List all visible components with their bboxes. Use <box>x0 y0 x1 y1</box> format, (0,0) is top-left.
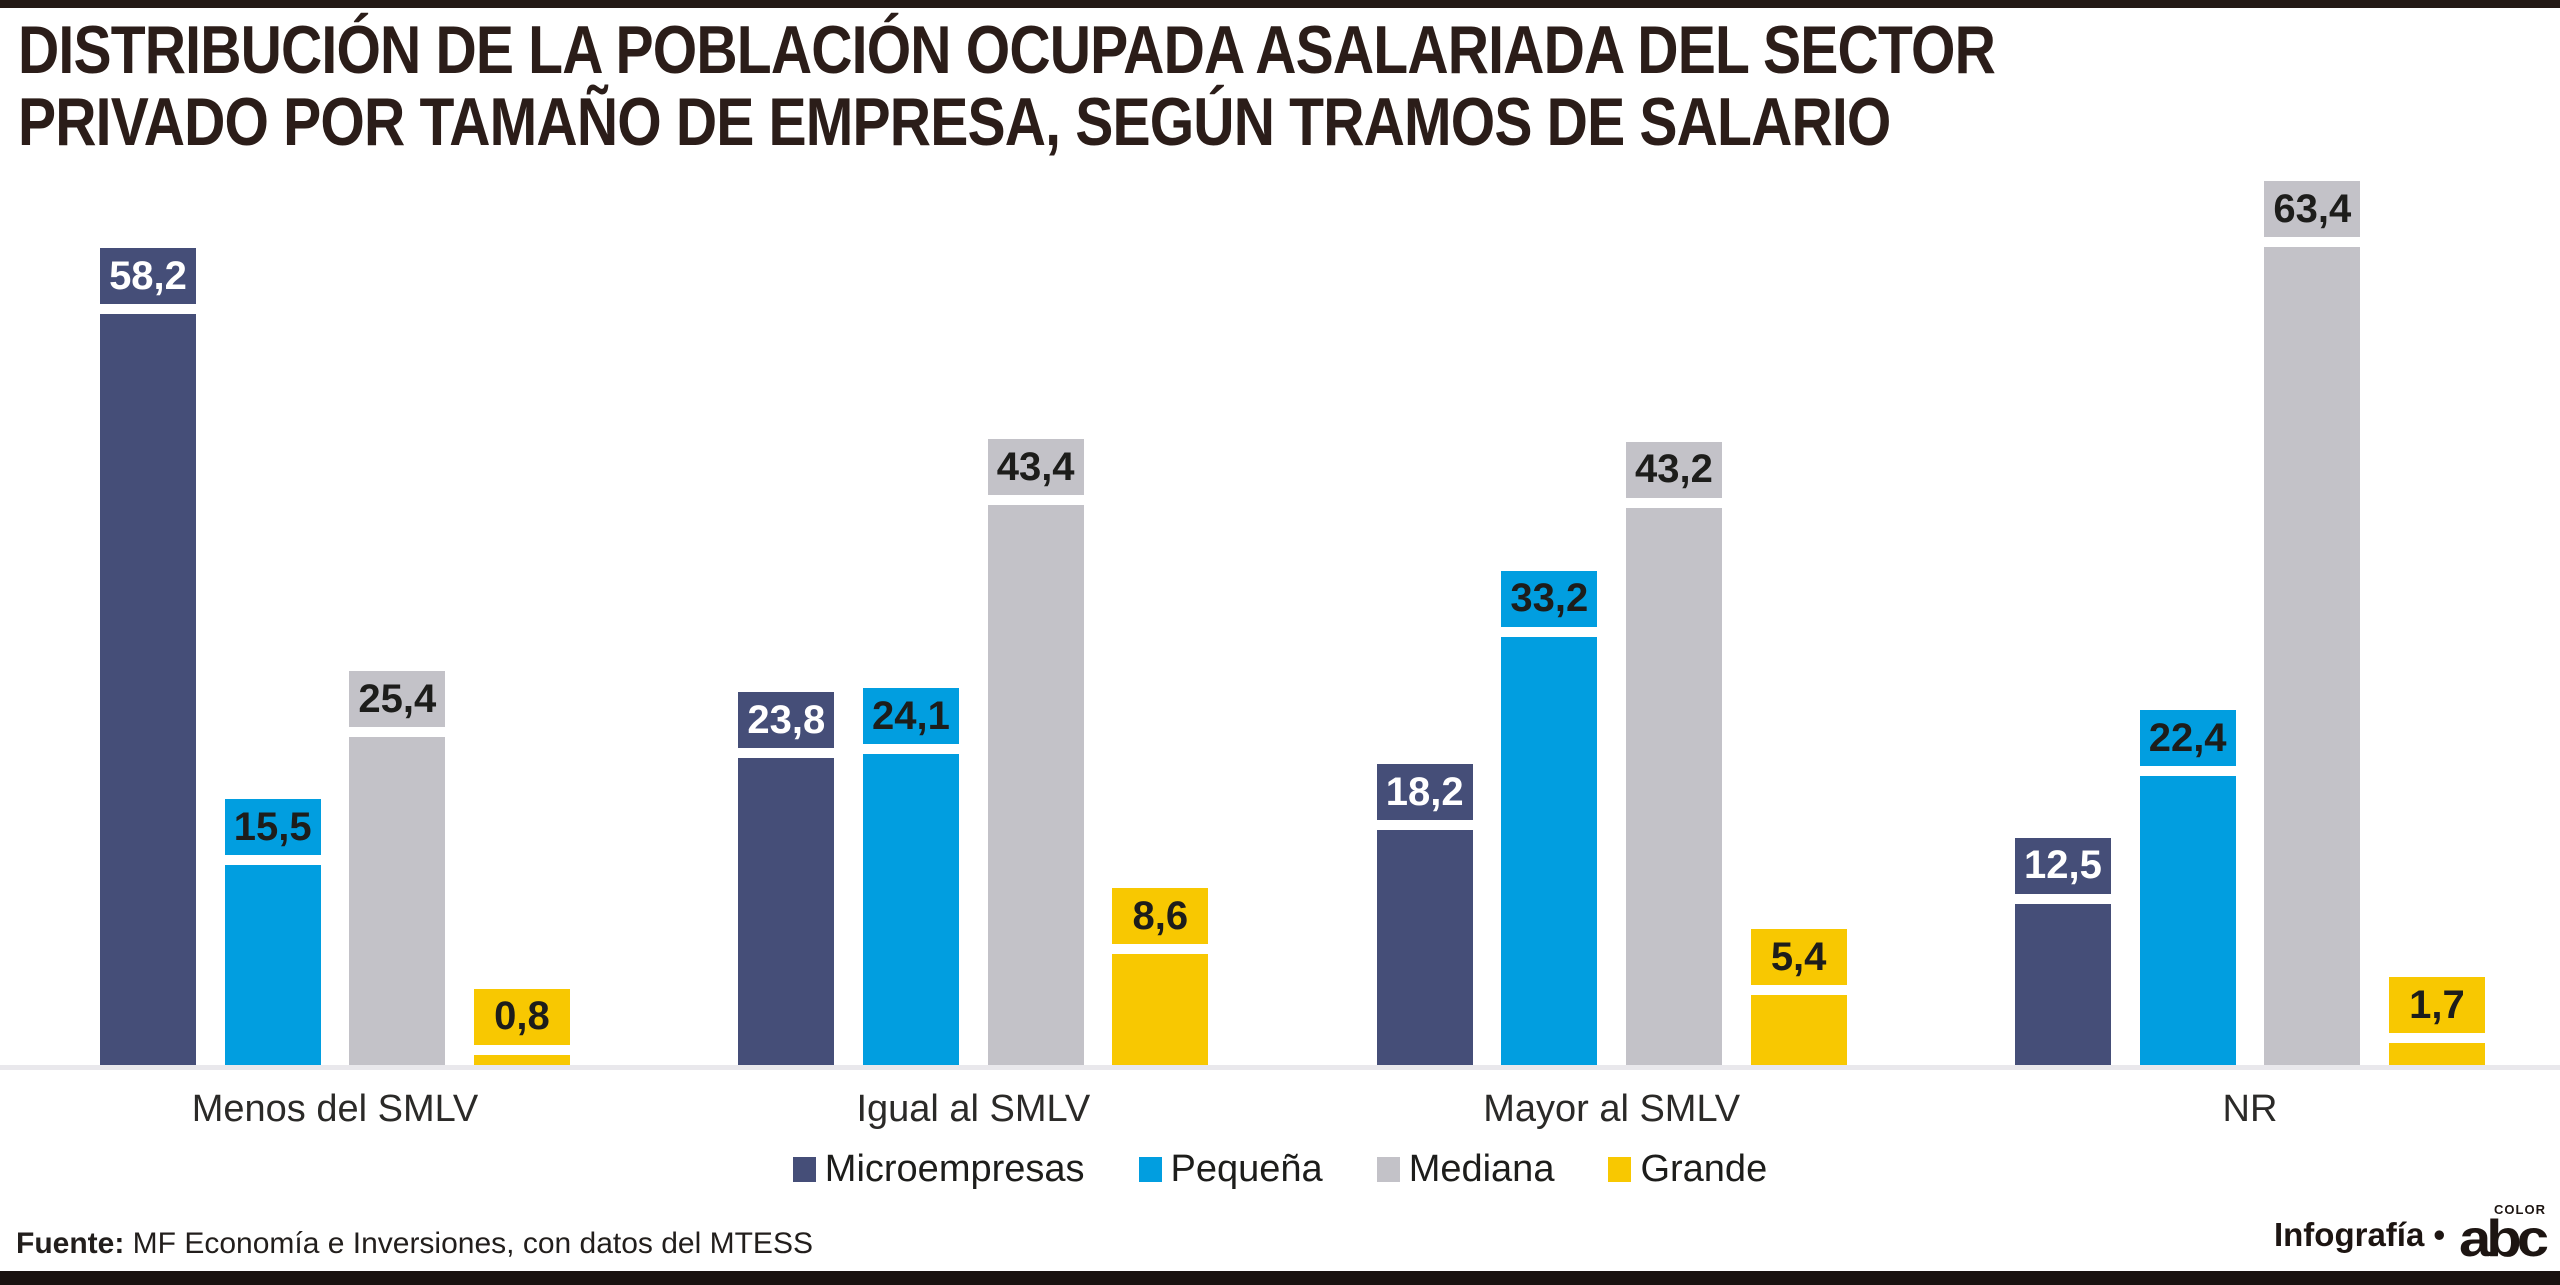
bar-column: 1,7 <box>2388 977 2485 1065</box>
bar <box>473 1054 570 1065</box>
bar <box>1750 995 1847 1065</box>
bar <box>1112 954 1209 1065</box>
bar-column: 33,2 <box>1501 570 1598 1065</box>
footer-credit: Infografía • abc COLOR <box>2273 1202 2549 1268</box>
value-label: 0,8 <box>473 988 570 1045</box>
bar-column: 43,2 <box>1625 441 1722 1065</box>
abc-logo-color-text: COLOR <box>2494 1202 2546 1217</box>
bar-column: 25,4 <box>349 671 446 1065</box>
footer-source: Fuente: MF Economía e Inversiones, con d… <box>16 1227 813 1261</box>
bar-column: 63,4 <box>2264 181 2361 1065</box>
abc-color-logo: abc COLOR <box>2459 1202 2549 1268</box>
category-label: Igual al SMLV <box>856 1088 1091 1130</box>
legend-item: Grande <box>1608 1148 1767 1191</box>
bottom-rule <box>0 1271 2560 1285</box>
bar <box>2264 247 2361 1065</box>
bar-column: 0,8 <box>473 988 570 1065</box>
legend-label: Microempresas <box>824 1148 1085 1190</box>
bar-group: 18,2 33,2 43,2 5,4 <box>1376 441 1847 1065</box>
bar-column: 8,6 <box>1112 888 1209 1065</box>
bar <box>100 314 196 1065</box>
bar-column: 12,5 <box>2014 837 2111 1065</box>
value-label: 25,4 <box>349 671 446 728</box>
legend-item: Mediana <box>1376 1148 1555 1191</box>
value-label: 58,2 <box>100 248 196 305</box>
legend-swatch <box>792 1157 816 1182</box>
bar <box>862 754 959 1065</box>
bar-column: 22,4 <box>2139 710 2236 1065</box>
value-label: 15,5 <box>224 799 321 855</box>
value-label: 8,6 <box>1112 888 1209 945</box>
bar-column: 15,5 <box>224 799 321 1065</box>
value-label: 5,4 <box>1750 929 1847 986</box>
category-label: NR <box>2222 1088 2278 1130</box>
value-label: 23,8 <box>738 692 835 748</box>
bar <box>1501 636 1598 1065</box>
bar <box>738 758 835 1065</box>
value-label: 1,7 <box>2388 977 2485 1034</box>
legend-swatch <box>1138 1157 1162 1182</box>
page-title-line2: PRIVADO POR TAMAÑO DE EMPRESA, SEGÚN TRA… <box>18 84 1891 161</box>
value-label: 33,2 <box>1501 570 1598 627</box>
bar-groups: 58,2 15,5 25,4 0,8 23,8 24,1 43,4 8,6 18,2 33,2 43… <box>100 181 2485 1065</box>
value-label: 43,2 <box>1625 441 1722 498</box>
bar-column: 43,4 <box>987 439 1084 1065</box>
bar-column: 58,2 <box>100 248 196 1065</box>
x-axis-line <box>0 1065 2560 1070</box>
bar <box>987 505 1084 1065</box>
page-title: DISTRIBUCIÓN DE LA POBLACIÓN OCUPADA ASA… <box>18 14 2546 158</box>
bar <box>1625 507 1722 1065</box>
page-title-line1: DISTRIBUCIÓN DE LA POBLACIÓN OCUPADA ASA… <box>18 12 1996 88</box>
value-label: 18,2 <box>1376 764 1473 821</box>
category-labels-row: Menos del SMLV Igual al SMLV Mayor al SMLV… <box>100 1088 2485 1131</box>
bar <box>349 737 446 1065</box>
bar <box>2014 903 2111 1065</box>
bar-group: 58,2 15,5 25,4 0,8 <box>100 248 570 1065</box>
value-label: 63,4 <box>2264 181 2361 238</box>
legend-label: Grande <box>1640 1148 1768 1190</box>
bar <box>2388 1043 2485 1065</box>
bar <box>1376 830 1473 1065</box>
credit-label: Infografía • <box>2273 1215 2446 1253</box>
abc-logo-text: abc <box>2459 1209 2549 1268</box>
bar-group: 12,5 22,4 63,4 1,7 <box>2014 181 2485 1065</box>
value-label: 12,5 <box>2014 837 2111 894</box>
top-rule <box>0 0 2560 8</box>
bar-column: 24,1 <box>862 688 959 1065</box>
value-label: 43,4 <box>987 439 1084 496</box>
value-label: 22,4 <box>2139 710 2236 766</box>
category-label: Menos del SMLV <box>191 1088 479 1130</box>
bar <box>2139 776 2236 1065</box>
legend-label: Mediana <box>1408 1148 1555 1190</box>
source-label: Fuente: <box>16 1227 125 1260</box>
legend: Microempresas Pequeña Mediana Grande <box>0 1148 2560 1191</box>
category-label: Mayor al SMLV <box>1483 1088 1741 1130</box>
value-label: 24,1 <box>862 688 959 745</box>
bar <box>224 865 321 1065</box>
bar-column: 5,4 <box>1750 929 1847 1065</box>
bar-group: 23,8 24,1 43,4 8,6 <box>738 439 1209 1065</box>
legend-item: Microempresas <box>792 1148 1085 1191</box>
bar-column: 23,8 <box>738 692 835 1065</box>
source-text: MF Economía e Inversiones, con datos del… <box>124 1227 813 1260</box>
legend-swatch <box>1376 1157 1400 1182</box>
legend-label: Pequeña <box>1170 1148 1323 1190</box>
legend-item: Pequeña <box>1138 1148 1323 1191</box>
legend-swatch <box>1608 1157 1632 1182</box>
bar-column: 18,2 <box>1376 764 1473 1065</box>
